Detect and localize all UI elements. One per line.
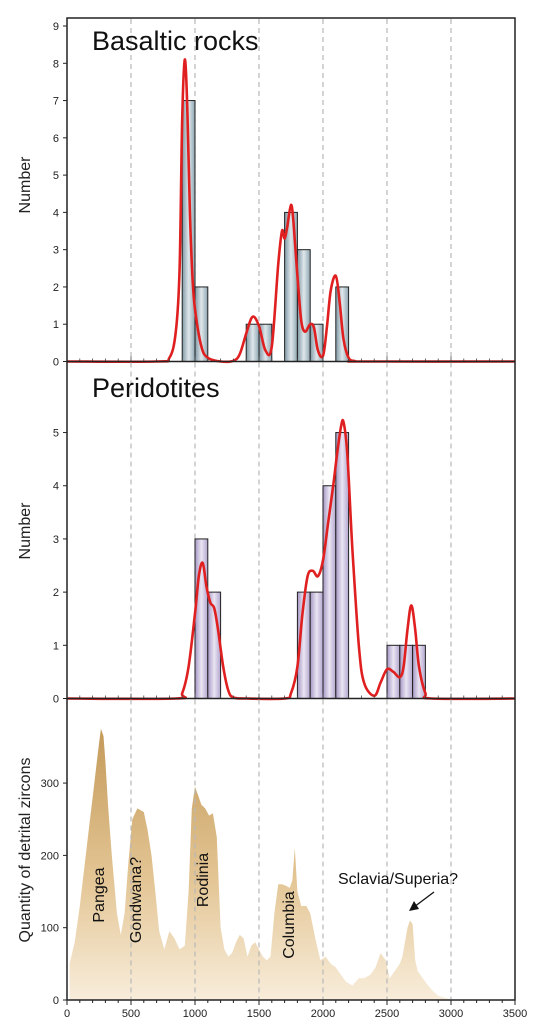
panel-zircon-y-axis: 0 100 200 300 xyxy=(41,778,67,1007)
annotation-pangea: Pangea xyxy=(91,867,108,922)
panel-peridotites-y-axis: 0 1 2 3 4 5 xyxy=(53,428,67,706)
y-tick-label-2: 2 xyxy=(53,282,59,294)
x-tick-label-3500: 3500 xyxy=(503,1008,527,1020)
peridotites-density-curve xyxy=(66,418,516,701)
y-tick-label-2: 2 xyxy=(53,587,59,599)
y-tick-label-200: 200 xyxy=(41,850,59,862)
panel-title-peridotites: Peridotites xyxy=(92,373,220,403)
y-tick-label-5: 5 xyxy=(53,428,59,440)
panel-basaltic-y-axis: 0 1 2 3 4 5 6 7 8 9 xyxy=(53,21,67,369)
y-tick-label-3: 3 xyxy=(53,534,59,546)
y-tick-label-7: 7 xyxy=(53,96,59,108)
x-tick-label-500: 500 xyxy=(122,1008,140,1020)
panel-zircon-grid xyxy=(130,699,452,999)
histogram-bar-2100 xyxy=(335,432,350,699)
detrital-zircon-area xyxy=(69,728,454,1000)
histogram-bar-1900 xyxy=(309,591,324,699)
y-tick-label-4: 4 xyxy=(53,207,59,219)
x-tick-label-2000: 2000 xyxy=(311,1008,335,1020)
y-tick-label-100: 100 xyxy=(41,923,59,935)
panel-basaltic-rocks: 0 1 2 3 4 5 6 7 8 9 Basaltic rocks Number xyxy=(17,19,516,369)
y-tick-label-0: 0 xyxy=(53,995,59,1007)
y-tick-label-5: 5 xyxy=(53,170,59,182)
basaltic-density-curve xyxy=(66,58,516,364)
y-axis-label-zircons: Quantity of detrital zircons xyxy=(17,758,34,943)
y-tick-label-300: 300 xyxy=(41,778,59,790)
panel-title-basaltic: Basaltic rocks xyxy=(92,26,259,56)
panel-basaltic-bars xyxy=(181,100,350,363)
annotation-arrow xyxy=(409,891,435,911)
annotation-rodinia: Rodinia xyxy=(195,853,212,907)
y-tick-label-6: 6 xyxy=(53,133,59,145)
y-tick-label-8: 8 xyxy=(53,58,59,70)
y-tick-label-9: 9 xyxy=(53,21,59,33)
x-tick-label-1000: 1000 xyxy=(183,1008,207,1020)
panel-peridotites-bars xyxy=(194,432,426,700)
annotation-gondwana: Gondwana? xyxy=(128,857,145,943)
y-tick-label-4: 4 xyxy=(53,481,59,493)
y-tick-label-1: 1 xyxy=(53,319,59,331)
y-axis-label-peridotites: Number xyxy=(17,502,34,560)
chart-frame xyxy=(66,17,516,1001)
x-tick-label-2500: 2500 xyxy=(375,1008,399,1020)
y-axis-label-basaltic: Number xyxy=(17,156,34,214)
x-tick-label-1500: 1500 xyxy=(247,1008,271,1020)
annotation-columbia: Columbia xyxy=(281,891,298,959)
x-tick-label-3000: 3000 xyxy=(439,1008,463,1020)
x-tick-label-0: 0 xyxy=(64,1008,70,1020)
y-tick-label-0: 0 xyxy=(53,694,59,706)
panel-peridotites: 0 1 2 3 4 5 Peridotites Number xyxy=(17,362,516,706)
y-tick-label-0: 0 xyxy=(53,357,59,369)
y-tick-label-1: 1 xyxy=(53,640,59,652)
panel-basaltic-grid xyxy=(130,19,452,361)
panel-zircon-x-axis: 0 500 1000 1500 2000 2500 3000 3500 xyxy=(64,1000,527,1020)
annotation-sclavia-superia: Sclavia/Superia? xyxy=(338,871,458,888)
y-tick-label-3: 3 xyxy=(53,245,59,257)
